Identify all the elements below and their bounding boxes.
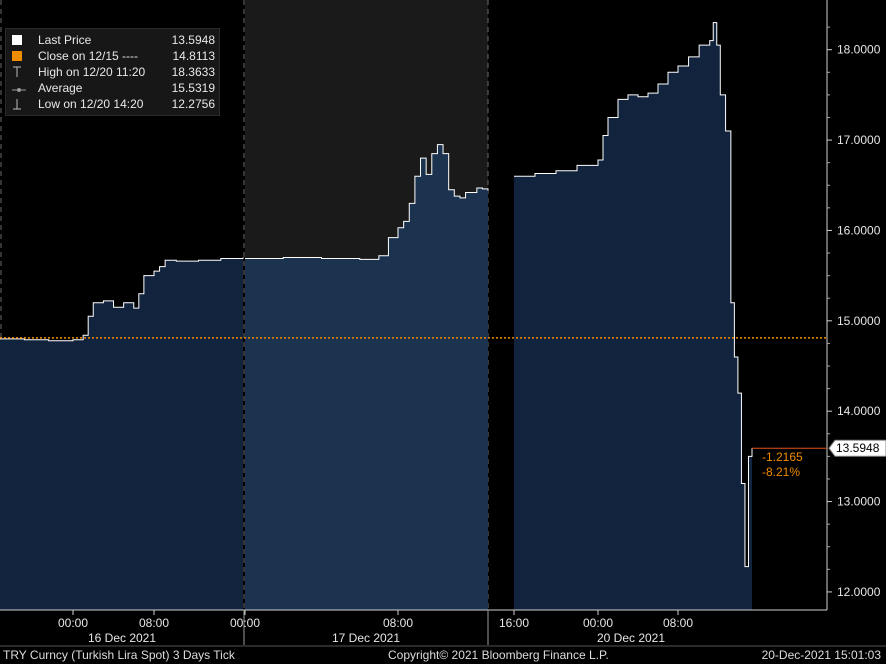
legend-value: 12.2756: [171, 97, 215, 111]
legend: Last Price 13.5948 Close on 12/15 ---- 1…: [5, 28, 220, 116]
footer-security: TRY Curncy (Turkish Lira Spot) 3 Days Ti…: [3, 648, 235, 662]
legend-value: 15.5319: [171, 81, 215, 95]
y-tick-label: 18.0000: [837, 43, 881, 57]
x-tick-label: 00:00: [230, 616, 260, 630]
price-line-3: [514, 22, 753, 568]
y-tick-label: 13.0000: [837, 495, 881, 509]
x-tick-label: 00:00: [58, 616, 88, 630]
x-tick-label: 08:00: [663, 616, 693, 630]
day-label: 17 Dec 2021: [332, 631, 400, 645]
high-marker-icon: [12, 66, 22, 78]
price-area-3: [514, 22, 752, 611]
white-square-icon: [12, 35, 22, 45]
last-price-tag: 13.5948 -1.2165-8.21%: [752, 439, 886, 479]
legend-label: Average: [38, 81, 83, 95]
average-marker-icon: [12, 83, 26, 93]
legend-label: Last Price: [38, 33, 92, 47]
y-tick-label: 14.0000: [837, 404, 881, 418]
orange-square-icon: [12, 51, 22, 61]
x-tick-label: 00:00: [583, 616, 613, 630]
change-pct-text: -8.21%: [762, 465, 800, 479]
legend-label: High on 12/20 11:20: [38, 65, 146, 79]
legend-item-high: High on 12/20 11:20 18.3633: [10, 64, 215, 80]
legend-value: 13.5948: [171, 33, 215, 47]
footer-copyright: Copyright© 2021 Bloomberg Finance L.P.: [388, 648, 609, 662]
y-axis: 12.0000 13.0000 14.0000 15.0000 16.0000 17.00…: [826, 0, 881, 610]
price-area-2: [245, 144, 488, 610]
y-tick-label: 15.0000: [837, 314, 881, 328]
day-label: 16 Dec 2021: [88, 631, 156, 645]
legend-item-low: Low on 12/20 14:20 12.2756: [10, 96, 215, 112]
y-tick-label: 12.0000: [837, 585, 881, 599]
x-tick-label: 16:00: [499, 616, 529, 630]
price-area: [0, 22, 753, 611]
legend-item-last-price: Last Price 13.5948: [10, 32, 215, 48]
x-tick-label: 08:00: [383, 616, 413, 630]
day-label: 20 Dec 2021: [597, 631, 665, 645]
last-price-tag-text: 13.5948: [836, 441, 880, 455]
legend-label: Low on 12/20 14:20: [38, 97, 144, 111]
price-area-1: [0, 257, 243, 610]
change-abs-text: -1.2165: [762, 450, 803, 464]
legend-label: Close on 12/15 ----: [38, 49, 139, 63]
footer-timestamp: 20-Dec-2021 15:01:03: [761, 648, 881, 662]
price-line-1: [0, 257, 244, 342]
x-tick-label: 08:00: [139, 616, 169, 630]
legend-item-close: Close on 12/15 ---- 14.8113: [10, 48, 215, 64]
price-line-2: [245, 144, 489, 260]
low-marker-icon: [12, 98, 22, 110]
y-tick-label: 16.0000: [837, 223, 881, 237]
legend-value: 18.3633: [171, 65, 215, 79]
last-price-tag-box: [828, 439, 886, 457]
legend-item-average: Average 15.5319: [10, 80, 215, 96]
legend-value: 14.8113: [172, 49, 216, 63]
y-tick-label: 17.0000: [837, 133, 881, 147]
